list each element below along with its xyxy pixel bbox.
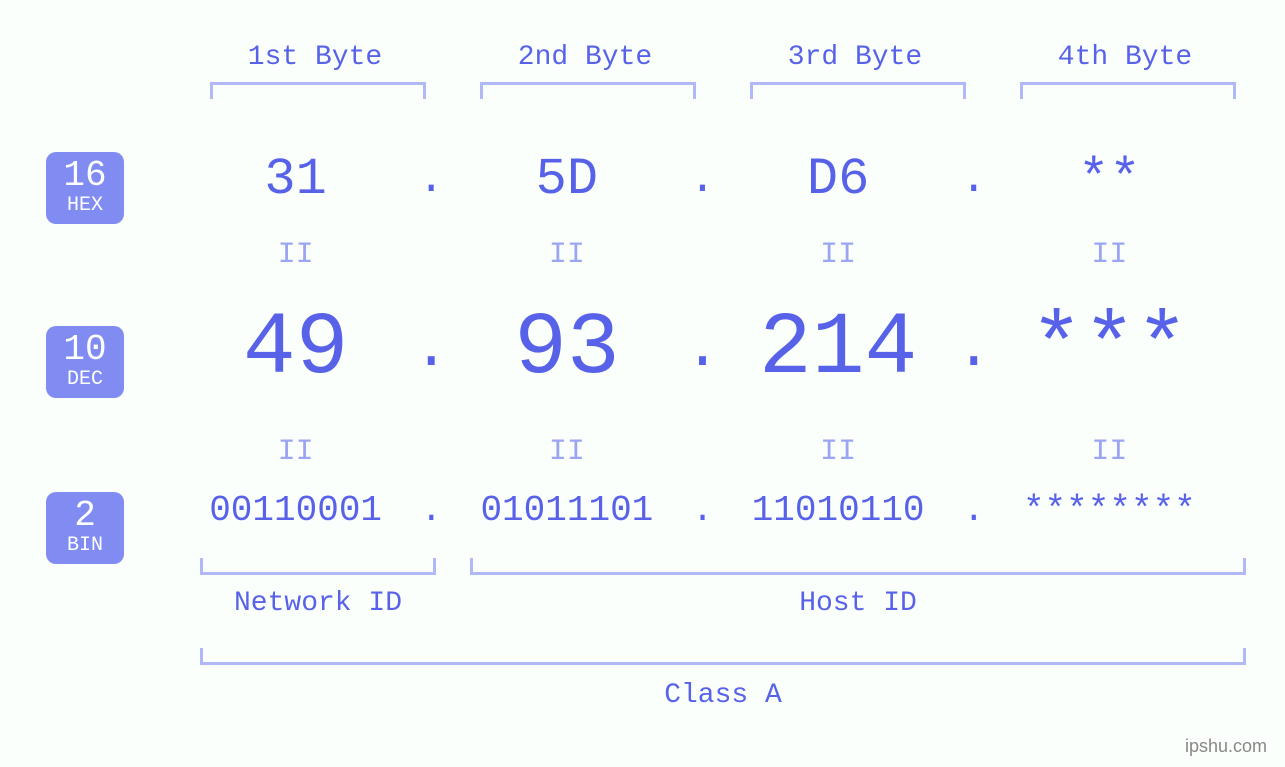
row-dec: 49 . 93 . 214 . ***: [180, 300, 1225, 399]
bracket-top-2: [480, 82, 696, 99]
byte-label-2: 2nd Byte: [480, 42, 690, 73]
bracket-host-id: [470, 558, 1246, 575]
badge-hex-label: HEX: [46, 196, 124, 216]
dec-dot-2: .: [683, 316, 723, 384]
bracket-top-4: [1020, 82, 1236, 99]
bin-dot-1: .: [411, 490, 451, 531]
bin-byte-3: 11010110: [723, 490, 954, 531]
hex-byte-4: **: [994, 150, 1225, 209]
eq-2-4: II: [994, 435, 1225, 469]
badge-bin-base: 2: [46, 498, 124, 534]
hex-dot-2: .: [683, 155, 723, 205]
dec-dot-3: .: [954, 316, 994, 384]
hex-dot-3: .: [954, 155, 994, 205]
bracket-network-id: [200, 558, 436, 575]
hex-byte-3: D6: [723, 150, 954, 209]
dec-byte-3: 214: [723, 300, 954, 399]
bracket-top-3: [750, 82, 966, 99]
bin-byte-4: ********: [994, 490, 1225, 531]
badge-hex-base: 16: [46, 158, 124, 194]
bin-dot-3: .: [954, 490, 994, 531]
badge-bin: 2 BIN: [46, 492, 124, 564]
hex-dot-1: .: [411, 155, 451, 205]
bin-byte-1: 00110001: [180, 490, 411, 531]
row-bin: 00110001 . 01011101 . 11010110 . *******…: [180, 490, 1225, 531]
badge-dec-base: 10: [46, 332, 124, 368]
eq-1-1: II: [180, 238, 411, 272]
eq-1-4: II: [994, 238, 1225, 272]
eq-2-3: II: [723, 435, 954, 469]
bin-dot-2: .: [683, 490, 723, 531]
byte-label-3: 3rd Byte: [750, 42, 960, 73]
dec-byte-1: 49: [180, 300, 411, 399]
eq-1-2: II: [451, 238, 682, 272]
bin-byte-2: 01011101: [451, 490, 682, 531]
byte-label-4: 4th Byte: [1020, 42, 1230, 73]
badge-bin-label: BIN: [46, 536, 124, 556]
eq-1-3: II: [723, 238, 954, 272]
eq-2-1: II: [180, 435, 411, 469]
badge-dec: 10 DEC: [46, 326, 124, 398]
dec-byte-4: ***: [994, 300, 1225, 399]
label-class: Class A: [200, 680, 1246, 711]
bracket-class: [200, 648, 1246, 665]
label-host-id: Host ID: [470, 588, 1246, 619]
row-hex: 31 . 5D . D6 . **: [180, 150, 1225, 209]
eq-row-hex-dec: II II II II: [180, 238, 1225, 272]
dec-byte-2: 93: [451, 300, 682, 399]
byte-label-1: 1st Byte: [210, 42, 420, 73]
hex-byte-1: 31: [180, 150, 411, 209]
badge-dec-label: DEC: [46, 370, 124, 390]
badge-hex: 16 HEX: [46, 152, 124, 224]
hex-byte-2: 5D: [451, 150, 682, 209]
dec-dot-1: .: [411, 316, 451, 384]
eq-2-2: II: [451, 435, 682, 469]
eq-row-dec-bin: II II II II: [180, 435, 1225, 469]
label-network-id: Network ID: [200, 588, 436, 619]
watermark: ipshu.com: [1185, 736, 1267, 757]
bracket-top-1: [210, 82, 426, 99]
